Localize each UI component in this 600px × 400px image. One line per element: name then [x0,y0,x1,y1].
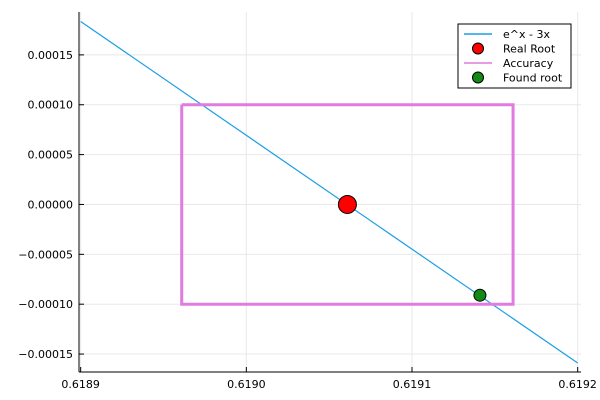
legend-label: Accuracy [503,57,554,70]
tick-labels: 0.6189 0.6190 0.6191 0.6192 0.00015 0.00010 0.… [18,49,597,391]
y-tick-label: 0.00005 [28,149,74,162]
series-line-0 [80,20,579,364]
x-tick-label: 0.6190 [227,378,266,391]
x-tick-label: 0.6192 [558,378,597,391]
legend-swatch-3 [472,71,484,84]
legend-swatch-1 [472,42,484,55]
legend-label: Found root [503,72,563,85]
legend-label: e^x - 3x [503,28,550,41]
x-tick-label: 0.6189 [61,378,100,391]
series [80,20,579,364]
y-tick-label: −0.00005 [18,248,73,261]
y-tick-label: 0.00000 [28,198,74,211]
y-tick-label: 0.00010 [28,99,74,112]
y-tick-label: −0.00015 [18,348,73,361]
y-tick-label: 0.00015 [28,49,74,62]
legend-label: Real Root [503,43,556,56]
y-tick-label: −0.00010 [18,298,73,311]
series-point-3 [473,288,487,302]
series-point-1 [337,194,357,214]
x-tick-label: 0.6191 [393,378,432,391]
series-line-2 [180,103,515,306]
axes [78,12,581,373]
